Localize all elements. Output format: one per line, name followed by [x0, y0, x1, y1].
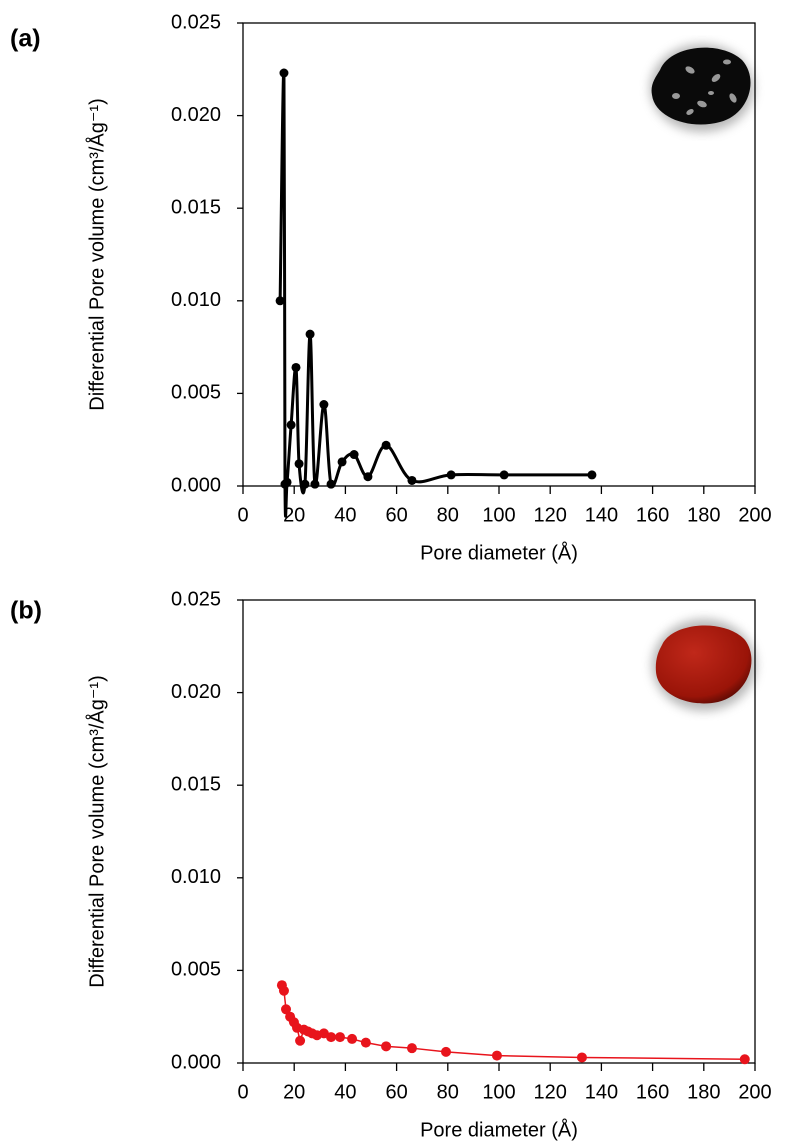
data-point — [319, 400, 329, 410]
data-point — [381, 440, 391, 450]
x-tick-label: 120 — [534, 1081, 567, 1103]
data-point — [381, 1041, 392, 1052]
x-tick-label: 140 — [585, 504, 618, 526]
data-point — [300, 479, 310, 489]
data-point — [275, 296, 285, 306]
data-point — [326, 479, 336, 489]
y-tick-label: 0.025 — [171, 11, 221, 33]
x-tick-label: 140 — [585, 1081, 618, 1103]
data-point — [347, 1033, 358, 1044]
data-point — [337, 457, 347, 467]
data-point — [363, 472, 373, 482]
x-tick-label: 100 — [482, 504, 515, 526]
data-point — [587, 470, 597, 480]
y-tick-label: 0.015 — [171, 773, 221, 795]
x-tick-label: 160 — [636, 1081, 669, 1103]
data-point — [441, 1046, 452, 1057]
data-point — [294, 459, 304, 469]
x-tick-label: 0 — [237, 1081, 248, 1103]
x-tick-label: 200 — [738, 504, 771, 526]
y-tick-label: 0.020 — [171, 681, 221, 703]
x-tick-label: 180 — [687, 504, 720, 526]
x-tick-label: 0 — [237, 504, 248, 526]
y-tick-label: 0.005 — [171, 959, 221, 981]
x-tick-label: 100 — [482, 1081, 515, 1103]
x-tick-label: 40 — [334, 1081, 356, 1103]
x-axis-title: Pore diameter (Å) — [420, 1118, 578, 1141]
data-point — [310, 479, 320, 489]
x-tick-label: 80 — [437, 1081, 459, 1103]
x-tick-label: 120 — [534, 504, 567, 526]
data-point — [282, 477, 292, 487]
y-tick-label: 0.010 — [171, 289, 221, 311]
data-point — [305, 329, 315, 339]
x-tick-label: 40 — [334, 504, 356, 526]
data-point — [491, 1050, 502, 1061]
y-tick-label: 0.015 — [171, 196, 221, 218]
x-tick-label: 60 — [385, 504, 407, 526]
data-point — [295, 1035, 306, 1046]
chart-panel: (a) 0.000 0.005 0.010 0.015 0.020 0.025 0 20 40 60… — [10, 11, 772, 564]
data-point — [349, 450, 359, 460]
data-point — [407, 475, 417, 485]
y-axis-title: Differential Pore volume (cm³/Åg⁻¹) — [85, 98, 108, 411]
data-point — [406, 1043, 417, 1054]
series-line — [278, 68, 592, 518]
data-point — [335, 1032, 346, 1043]
data-point — [739, 1054, 750, 1065]
x-tick-label: 160 — [636, 504, 669, 526]
data-point — [446, 470, 456, 480]
data-point — [279, 68, 289, 78]
x-tick-label: 20 — [283, 1081, 305, 1103]
panel-label: (b) — [10, 597, 42, 625]
x-tick-label: 60 — [385, 1081, 407, 1103]
panel-label: (a) — [10, 25, 41, 53]
y-tick-label: 0.025 — [171, 588, 221, 610]
y-tick-label: 0.000 — [171, 474, 221, 496]
data-point — [291, 362, 301, 372]
data-point — [326, 1032, 337, 1043]
series-line — [281, 984, 745, 1061]
x-tick-label: 80 — [437, 504, 459, 526]
data-point — [286, 420, 296, 430]
data-point — [499, 470, 509, 480]
x-tick-label: 20 — [283, 504, 305, 526]
x-tick-label: 180 — [687, 1081, 720, 1103]
y-axis-title: Differential Pore volume (cm³/Åg⁻¹) — [85, 675, 108, 988]
red-particle-icon — [652, 619, 756, 711]
x-tick-label: 200 — [738, 1081, 771, 1103]
data-point — [278, 985, 289, 996]
y-tick-label: 0.005 — [171, 382, 221, 404]
y-tick-label: 0.000 — [171, 1051, 221, 1073]
x-axis-title: Pore diameter (Å) — [420, 541, 578, 564]
chart-panel: (b) 0.000 0.005 0.010 0.015 0.020 0.025 0 20 40 60… — [10, 588, 772, 1141]
y-tick-label: 0.020 — [171, 104, 221, 126]
data-point — [360, 1037, 371, 1048]
data-point — [576, 1052, 587, 1063]
black-particle-icon — [650, 44, 754, 132]
y-tick-label: 0.010 — [171, 866, 221, 888]
data-point — [281, 1004, 292, 1015]
